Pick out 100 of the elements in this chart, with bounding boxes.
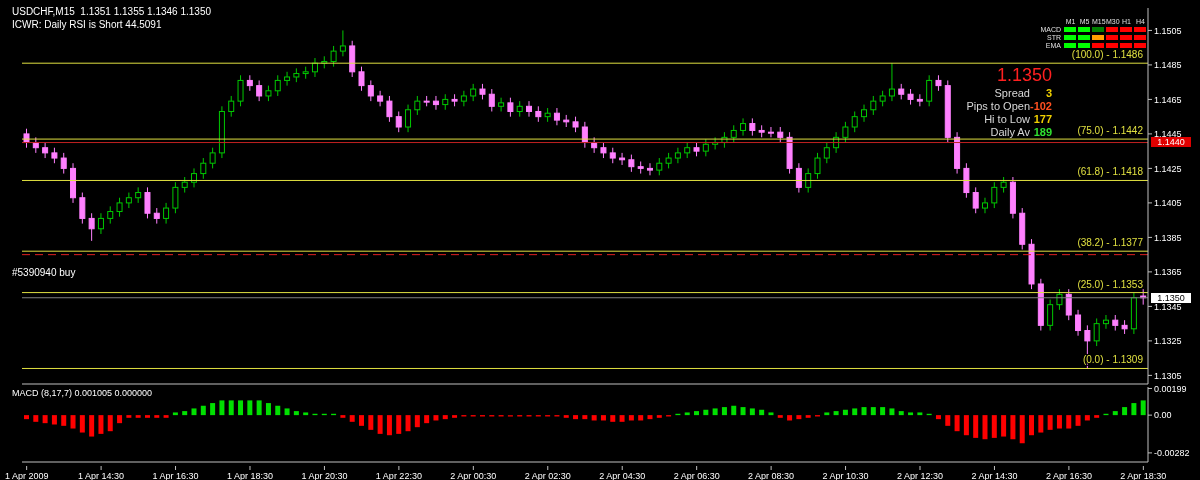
bar — [256, 400, 262, 416]
candlestick — [125, 192, 132, 209]
bar — [24, 415, 29, 420]
bar — [182, 411, 188, 416]
bar — [126, 415, 132, 418]
candlestick — [274, 74, 281, 97]
bar — [51, 415, 57, 425]
bar — [712, 408, 718, 416]
x-tick-label: 2 Apr 04:30 — [599, 471, 646, 480]
bar — [405, 415, 411, 432]
x-tick-label: 2 Apr 02:30 — [524, 471, 571, 480]
y-tick-label: 0.00199 — [1154, 383, 1187, 394]
bar — [433, 415, 439, 421]
bar — [228, 400, 234, 416]
candlestick — [1047, 298, 1054, 332]
bar — [777, 415, 783, 418]
bar — [33, 415, 39, 422]
bar — [79, 415, 85, 433]
x-tick-label: 2 Apr 12:30 — [896, 471, 944, 480]
candlestick — [972, 186, 979, 214]
annotation: 3 — [1045, 87, 1052, 99]
bar — [824, 412, 830, 416]
text: ICWR: Daily RSI is Short 44.5091 — [12, 19, 162, 30]
y-tick-label: 0.00 — [1154, 410, 1172, 421]
annotation: (25.0) - 1.1353 — [1077, 278, 1144, 290]
candlestick — [377, 90, 384, 107]
candlestick — [163, 202, 170, 225]
bar — [1131, 403, 1137, 416]
bar — [1112, 411, 1118, 416]
candlestick — [795, 162, 802, 194]
annotation: (75.0) - 1.1442 — [1077, 125, 1144, 137]
bar — [200, 405, 206, 416]
annotation: Hi to Low — [984, 113, 1030, 125]
candlestick — [488, 88, 495, 112]
y-tick-label: 1.1365 — [1154, 267, 1182, 278]
bar — [935, 415, 941, 420]
bar — [591, 415, 597, 421]
y-tick-label: 1.1445 — [1154, 129, 1182, 140]
bar — [638, 415, 644, 421]
bar — [861, 407, 867, 416]
annotation: (100.0) - 1.1486 — [1071, 49, 1144, 61]
bar — [144, 415, 150, 418]
candlestick — [1065, 288, 1072, 321]
annotation: Spread — [994, 87, 1030, 99]
candlestick — [395, 110, 402, 133]
candlestick — [200, 157, 207, 180]
bar — [796, 415, 802, 420]
bar — [889, 408, 895, 416]
bar — [721, 407, 727, 416]
bar — [191, 408, 197, 416]
bar — [628, 415, 634, 421]
y-tick-label: 1.1385 — [1154, 232, 1182, 243]
bar — [842, 409, 848, 416]
bar — [619, 415, 625, 422]
bar — [349, 415, 355, 422]
bar — [1056, 415, 1062, 429]
bar — [340, 415, 346, 418]
bar — [1038, 415, 1044, 433]
candlestick — [209, 147, 216, 169]
bar — [917, 412, 923, 416]
bar — [749, 408, 755, 416]
bar — [694, 411, 700, 416]
candlestick — [414, 95, 421, 116]
bar — [1019, 415, 1025, 444]
x-tick-label: 1 Apr 22:30 — [375, 471, 422, 480]
candlestick — [982, 197, 988, 214]
annotation: (38.2) - 1.1377 — [1077, 237, 1144, 249]
chart-title: USDCHF,M15 1.1351 1.1355 1.1346 1.1350 — [12, 6, 212, 17]
candlestick — [1102, 314, 1109, 330]
bar — [731, 405, 737, 416]
bar — [787, 415, 793, 421]
candlestick — [330, 45, 337, 68]
bar — [898, 411, 904, 416]
y-tick-label: 1.1405 — [1154, 198, 1182, 209]
x-tick-label: 2 Apr 00:30 — [450, 471, 497, 480]
bar — [963, 415, 969, 436]
candlestick — [339, 29, 346, 57]
bar — [703, 409, 709, 416]
candlestick — [991, 181, 998, 209]
candlestick — [851, 110, 858, 133]
candlestick — [256, 79, 263, 102]
bar — [563, 415, 569, 418]
bar — [377, 415, 383, 434]
bar — [1140, 400, 1146, 416]
bar — [135, 415, 141, 418]
annotation: 177 — [1033, 113, 1052, 125]
bar — [1047, 415, 1053, 430]
bar — [573, 415, 579, 420]
bar — [656, 415, 662, 418]
y-tick-label: 1.1485 — [1154, 60, 1182, 71]
candlestick — [191, 167, 197, 188]
candlestick — [805, 167, 812, 194]
candlestick — [767, 126, 774, 138]
y-tick-label: 1.1325 — [1154, 336, 1182, 347]
candlestick — [386, 95, 393, 123]
bar — [42, 415, 48, 424]
x-tick-label: 2 Apr 18:30 — [1120, 471, 1167, 480]
bar — [61, 415, 67, 426]
bar — [386, 415, 392, 436]
bar — [740, 407, 746, 416]
